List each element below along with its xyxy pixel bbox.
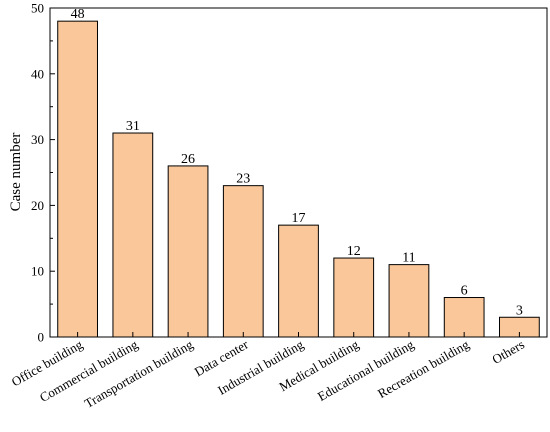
x-category-label: Recreation building <box>375 336 472 401</box>
bar-value-label: 17 <box>292 211 306 226</box>
x-category-label: Educational building <box>315 336 417 404</box>
bar-value-label: 26 <box>181 152 195 167</box>
bar-value-label: 48 <box>71 7 85 22</box>
bar <box>388 264 430 338</box>
bar <box>278 224 319 338</box>
bar <box>112 132 154 338</box>
bar-value-label: 11 <box>402 251 415 266</box>
y-axis: 0 10 20 30 40 50 <box>31 1 55 345</box>
y-tick-label: 40 <box>31 66 44 81</box>
y-tick-label: 10 <box>31 264 44 279</box>
bar-value-label: 31 <box>126 119 140 134</box>
bar <box>333 257 375 338</box>
bar-value-label: 3 <box>516 303 523 318</box>
y-tick-label: 50 <box>31 1 44 16</box>
bar <box>167 165 209 338</box>
y-axis-title: Case number <box>8 133 24 212</box>
y-tick-label: 0 <box>38 330 45 345</box>
y-tick-label: 20 <box>31 198 44 213</box>
bars <box>57 20 540 338</box>
bar <box>222 185 264 338</box>
bar <box>57 20 98 338</box>
bar-value-label: 12 <box>347 244 361 259</box>
bar-value-label: 6 <box>461 284 468 299</box>
bar-value-label: 23 <box>236 172 250 187</box>
bar <box>443 297 485 338</box>
x-category-label: Others <box>489 337 527 367</box>
y-tick-label: 30 <box>31 132 44 147</box>
data-labels: 48 31 26 23 17 12 11 6 3 <box>71 7 523 318</box>
